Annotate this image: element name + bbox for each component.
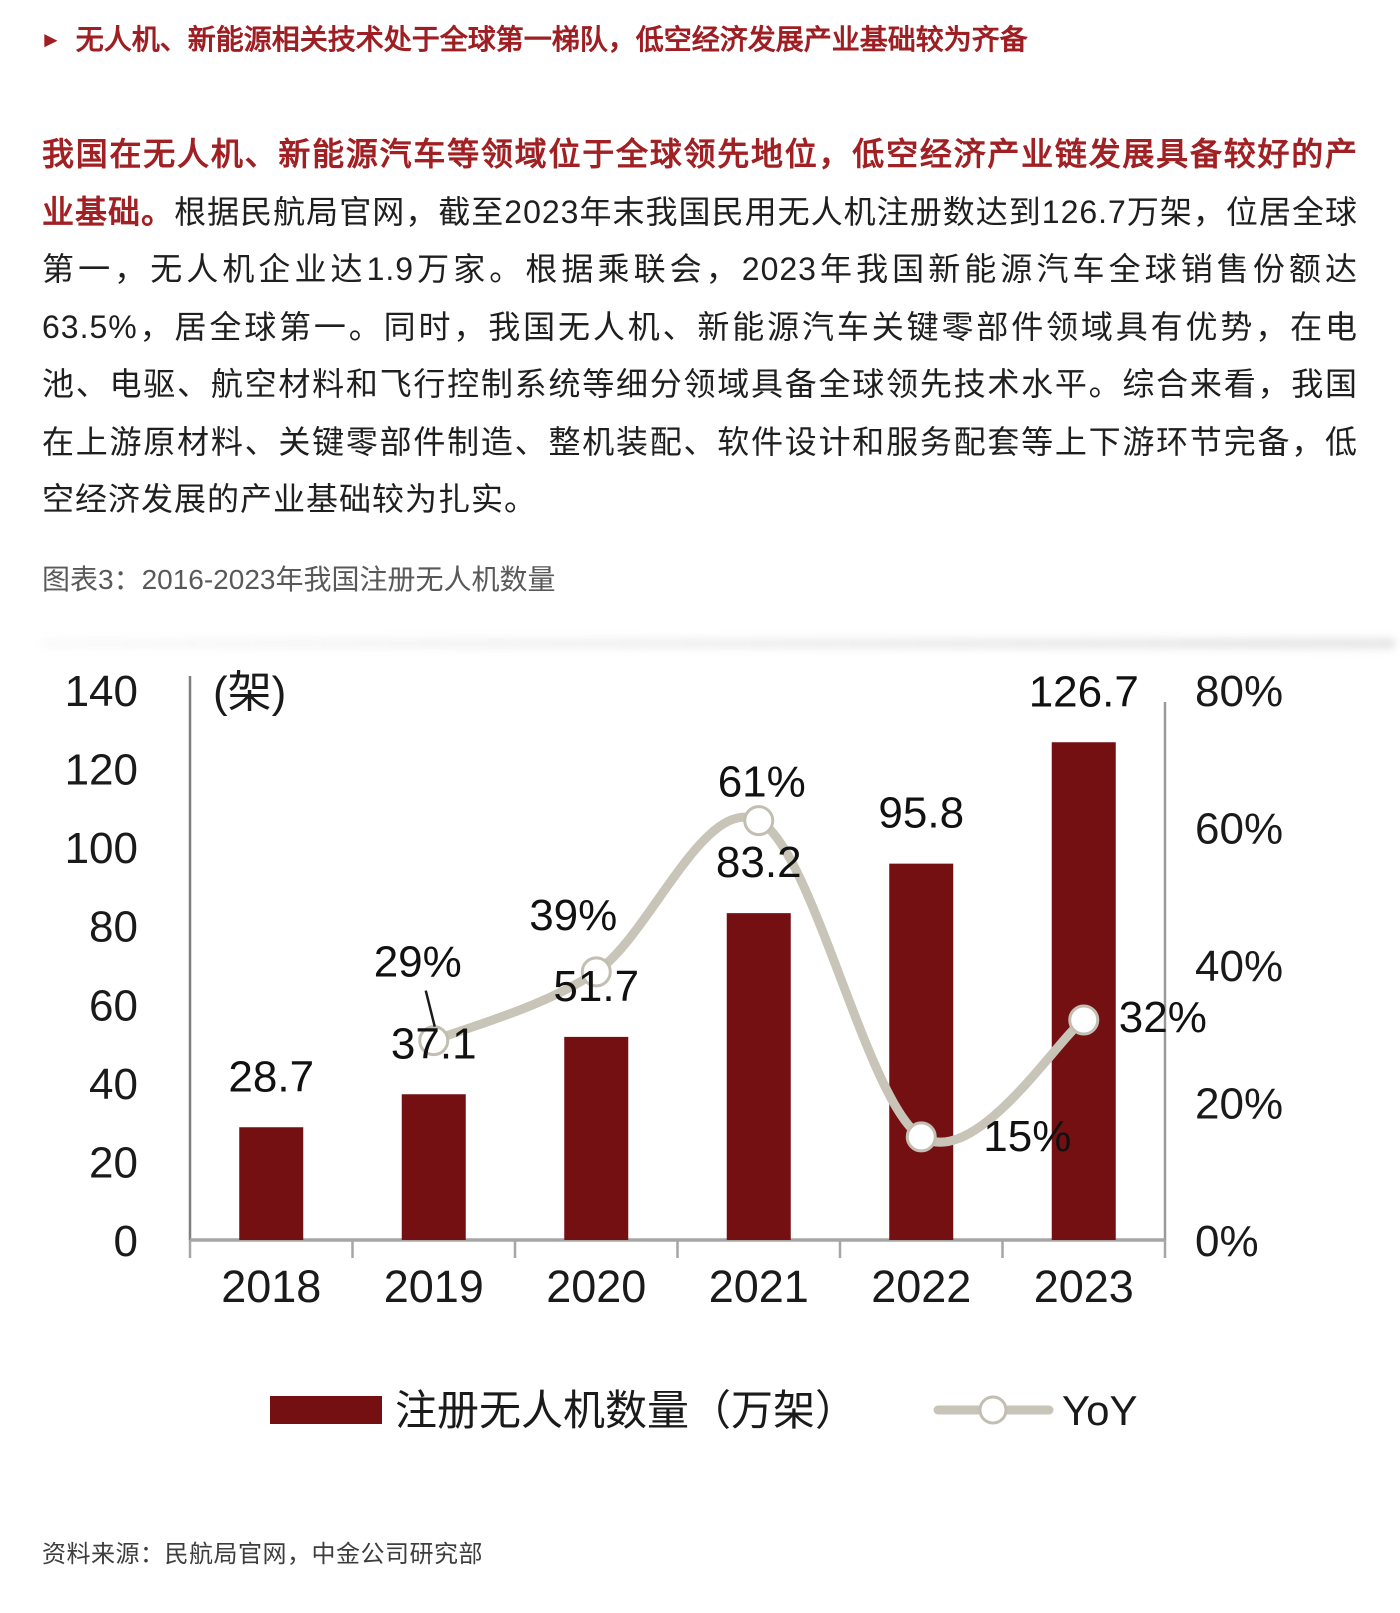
left-axis-tick-label-140: 140: [65, 667, 138, 716]
yoy-value-label-2021: 61%: [718, 758, 806, 807]
legend-line-marker: [978, 1395, 1008, 1425]
yoy-value-label-2022: 15%: [983, 1112, 1071, 1161]
drone-registration-chart: 0 20 40 60 80 100 120 140 0% 20% 40% 60% 80% (架) 2018 2…: [55, 650, 1300, 1450]
left-axis-tick-label-120: 120: [65, 746, 138, 795]
x-axis-label-2022: 2022: [871, 1261, 971, 1312]
legend-yoy-label: YoY: [1062, 1387, 1138, 1434]
left-axis-tick-label-0: 0: [114, 1217, 138, 1266]
right-axis-tick-label-60: 60%: [1195, 805, 1283, 854]
yoy-value-label-2023: 32%: [1119, 993, 1207, 1042]
x-axis-label-2019: 2019: [384, 1261, 484, 1312]
bar-value-label-2020: 51.7: [553, 962, 639, 1011]
right-axis-tick-label-80: 80%: [1195, 667, 1283, 716]
bar-value-label-2022: 95.8: [878, 789, 964, 838]
figure-caption: 图表3：2016-2023年我国注册无人机数量: [42, 564, 556, 595]
bar-value-label-2019: 37.1: [391, 1019, 477, 1068]
bar-2022: [889, 863, 954, 1240]
drone-chart-svg: 0 20 40 60 80 100 120 140 0% 20% 40% 60% 80% (架) 2018 2…: [65, 667, 1284, 1434]
body-paragraph: 我国在无人机、新能源汽车等领域位于全球领先地位，低空经济产业链发展具备较好的产业…: [42, 126, 1358, 529]
x-axis-label-2018: 2018: [221, 1261, 321, 1312]
x-axis-label-2023: 2023: [1034, 1261, 1134, 1312]
legend-bar-label: 注册无人机数量（万架）: [395, 1387, 857, 1434]
left-axis-unit-label: (架): [213, 668, 286, 717]
yoy-label-leader-line: [424, 990, 436, 1027]
section-heading-text: 无人机、新能源相关技术处于全球第一梯队，低空经济发展产业基础较为齐备: [75, 24, 1028, 55]
x-axis-label-2020: 2020: [546, 1261, 646, 1312]
yoy-marker-2021: [743, 805, 775, 837]
bar-value-label-2021: 83.2: [716, 838, 802, 887]
right-axis-tick-label-0: 0%: [1195, 1217, 1259, 1266]
triangle-bullet-icon: ►: [40, 27, 62, 52]
x-axis-label-2021: 2021: [709, 1261, 809, 1312]
yoy-line: [429, 812, 1089, 1147]
left-axis-tick-label-100: 100: [65, 824, 138, 873]
bar-2023: [1051, 742, 1116, 1240]
left-axis-tick-label-40: 40: [89, 1060, 138, 1109]
source-note: 资料来源：民航局官网，中金公司研究部: [42, 1541, 483, 1568]
section-heading: ► 无人机、新能源相关技术处于全球第一梯队，低空经济发展产业基础较为齐备: [40, 20, 1370, 60]
left-axis-tick-label-20: 20: [89, 1138, 138, 1187]
bar-value-label-2018: 28.7: [228, 1052, 314, 1101]
yoy-value-label-2020: 39%: [529, 891, 617, 940]
yoy-value-label-2019: 29%: [374, 938, 462, 987]
paragraph-lead-sentence: 我国在无人机、新能源汽车等领域位于全球领先地位，低空经济产业链发展具备较好的产业…: [42, 136, 1358, 230]
bar-2018: [239, 1127, 304, 1240]
left-axis-tick-label-80: 80: [89, 903, 138, 952]
right-axis-tick-label-40: 40%: [1195, 942, 1283, 991]
legend-bar-swatch: [270, 1396, 382, 1424]
paragraph-body-text: 根据民航局官网，截至2023年末我国民用无人机注册数达到126.7万架，位居全球…: [42, 193, 1358, 518]
figure-top-shadow: [40, 638, 1396, 649]
bar-value-label-2023: 126.7: [1029, 667, 1139, 716]
left-axis-tick-label-60: 60: [89, 981, 138, 1030]
bar-2019: [401, 1094, 466, 1240]
right-axis-tick-label-20: 20%: [1195, 1080, 1283, 1129]
yoy-marker-2023: [1068, 1004, 1100, 1036]
yoy-marker-2020: [580, 956, 612, 988]
yoy-marker-2022: [905, 1121, 937, 1153]
bar-2020: [564, 1036, 629, 1240]
bar-2021: [726, 913, 791, 1240]
